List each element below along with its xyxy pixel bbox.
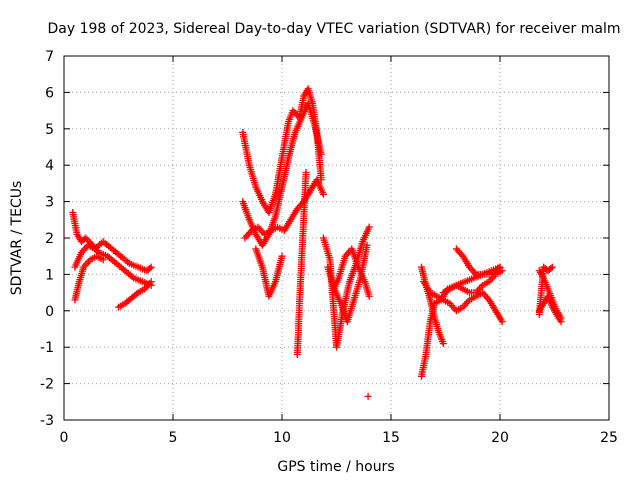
x-axis-label: GPS time / hours [277, 459, 394, 475]
x-tick-label: 10 [273, 430, 291, 446]
y-tick-label: 3 [45, 195, 54, 211]
series-track-g [241, 176, 327, 242]
grid-lines [64, 56, 609, 420]
data-point [557, 318, 565, 326]
data-point [495, 264, 503, 272]
series-track-j [319, 223, 373, 351]
data-point [317, 150, 325, 158]
x-tick-label: 5 [169, 430, 178, 446]
series-track-o [420, 278, 506, 326]
series-track-q [452, 245, 504, 278]
x-tick-label: 25 [600, 430, 618, 446]
data-point [99, 256, 107, 264]
y-tick-label: 2 [45, 231, 54, 247]
y-tick-label: -1 [40, 340, 54, 356]
series-track-l [328, 245, 373, 300]
y-tick-label: 7 [45, 49, 54, 65]
data-point [278, 252, 286, 260]
series-track-d [115, 278, 155, 311]
series-track-h [252, 245, 286, 300]
data-point [147, 278, 155, 286]
y-tick-label: -3 [40, 413, 54, 429]
data-point [365, 223, 373, 231]
data-point [146, 264, 154, 272]
x-tick-label: 20 [491, 430, 509, 446]
data-point [548, 263, 556, 271]
y-tick-label: 4 [45, 158, 54, 174]
data-point [147, 263, 155, 271]
y-tick-label: 0 [45, 304, 54, 320]
x-tick-label: 15 [382, 430, 400, 446]
series-track-r [418, 263, 447, 348]
data-point [496, 263, 504, 271]
data-point [132, 290, 140, 298]
data-point [498, 267, 506, 275]
data-point [365, 292, 373, 300]
series-track-k [324, 241, 371, 326]
chart-title: Day 198 of 2023, Sidereal Day-to-day VTE… [48, 21, 621, 37]
data-point [319, 190, 327, 198]
series-track-m [364, 392, 372, 400]
data-point [498, 318, 506, 326]
data-point [364, 392, 372, 400]
data-point [547, 264, 555, 272]
data-point [302, 168, 310, 176]
y-tick-label: 1 [45, 267, 54, 283]
y-tick-label: 6 [45, 85, 54, 101]
series-track-b [71, 238, 155, 275]
data-point [363, 241, 371, 249]
y-tick-label: -2 [40, 377, 54, 393]
series-track-c [71, 252, 107, 304]
data-points [69, 85, 565, 400]
data-point [439, 340, 447, 348]
x-tick-label: 0 [60, 430, 69, 446]
series-track-u [535, 263, 556, 318]
series-track-i [293, 168, 310, 358]
y-axis-label: SDTVAR / TECUs [9, 181, 25, 296]
y-tick-label: 5 [45, 122, 54, 138]
axis-ticks: 0 5 10 15 20 25 -3 -2 -1 0 1 2 3 4 5 6 7 [40, 49, 618, 446]
